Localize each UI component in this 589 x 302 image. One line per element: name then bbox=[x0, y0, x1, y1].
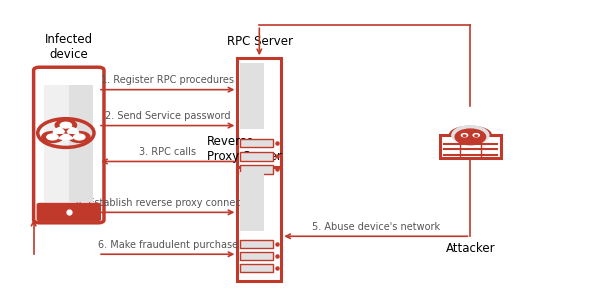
FancyBboxPatch shape bbox=[240, 252, 273, 260]
Wedge shape bbox=[67, 127, 78, 133]
Circle shape bbox=[463, 135, 466, 137]
Circle shape bbox=[452, 126, 489, 145]
Wedge shape bbox=[53, 127, 65, 133]
Text: 6. Make fraudulent purchase: 6. Make fraudulent purchase bbox=[98, 240, 238, 250]
Circle shape bbox=[74, 134, 85, 140]
FancyBboxPatch shape bbox=[240, 240, 273, 248]
Text: RPC Server: RPC Server bbox=[227, 35, 293, 48]
Text: 2. Send Service password: 2. Send Service password bbox=[105, 111, 230, 121]
Text: Infected
device: Infected device bbox=[45, 33, 93, 61]
FancyBboxPatch shape bbox=[440, 134, 501, 158]
Text: 4. Establish reverse proxy connection: 4. Establish reverse proxy connection bbox=[76, 198, 260, 208]
FancyBboxPatch shape bbox=[240, 264, 273, 272]
Circle shape bbox=[473, 133, 479, 137]
FancyBboxPatch shape bbox=[237, 58, 282, 184]
Circle shape bbox=[68, 132, 90, 143]
FancyBboxPatch shape bbox=[240, 165, 273, 174]
Circle shape bbox=[55, 120, 77, 130]
FancyBboxPatch shape bbox=[237, 167, 282, 281]
Text: 3. RPC calls: 3. RPC calls bbox=[139, 147, 196, 157]
FancyBboxPatch shape bbox=[240, 139, 273, 147]
FancyBboxPatch shape bbox=[240, 172, 264, 231]
FancyBboxPatch shape bbox=[37, 203, 101, 221]
FancyBboxPatch shape bbox=[34, 67, 104, 223]
Wedge shape bbox=[59, 134, 73, 140]
FancyBboxPatch shape bbox=[69, 85, 94, 202]
Circle shape bbox=[475, 135, 478, 137]
Circle shape bbox=[62, 131, 70, 135]
Circle shape bbox=[60, 122, 71, 128]
Circle shape bbox=[47, 134, 58, 140]
FancyBboxPatch shape bbox=[240, 63, 264, 129]
Text: Reverse
Proxy Server: Reverse Proxy Server bbox=[207, 135, 282, 163]
Text: 5. Abuse device's network: 5. Abuse device's network bbox=[312, 222, 440, 232]
Circle shape bbox=[42, 132, 63, 143]
Circle shape bbox=[461, 133, 468, 137]
FancyBboxPatch shape bbox=[44, 85, 71, 202]
Text: Attacker: Attacker bbox=[445, 242, 495, 255]
FancyBboxPatch shape bbox=[240, 152, 273, 161]
Circle shape bbox=[455, 129, 485, 145]
Text: 1. Register RPC procedures: 1. Register RPC procedures bbox=[101, 75, 234, 85]
